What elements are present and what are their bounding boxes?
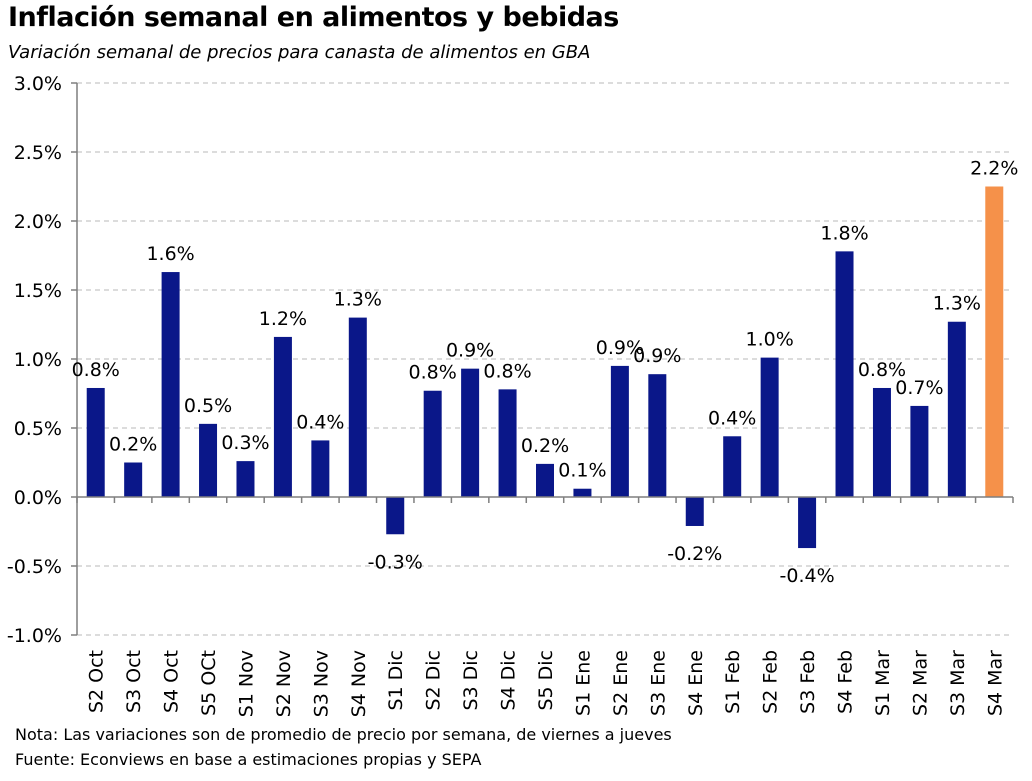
bar: [610, 365, 629, 497]
data-label: -0.3%: [368, 551, 423, 573]
data-label: 1.8%: [820, 222, 868, 244]
x-tick-label: S4 Ene: [685, 650, 707, 716]
x-tick-label: S3 Dic: [460, 650, 482, 711]
bar: [835, 251, 854, 497]
x-tick-label: S4 Oct: [161, 650, 183, 713]
bar: [124, 462, 143, 497]
x-tick-label: S1 Feb: [722, 650, 744, 714]
y-tick-label: 3.0%: [14, 73, 62, 95]
x-tick-label: S5 OCt: [198, 650, 220, 716]
x-tick-labels: S2 Oct S3 Oct S4 Oct S5 OCt S1 Nov S2 Nov S3 N…: [86, 650, 1007, 717]
x-tick-label: S4 Nov: [348, 650, 370, 717]
data-label: 0.8%: [858, 359, 906, 381]
data-label: 0.8%: [72, 359, 120, 381]
bar: [798, 497, 817, 549]
bar: [872, 387, 891, 497]
data-label: 0.2%: [109, 434, 157, 456]
bar: [461, 368, 480, 497]
bar: [685, 497, 704, 526]
x-tick-label: S4 Dic: [498, 650, 520, 711]
y-tick-label: 1.5%: [14, 280, 62, 302]
x-tick-label: S3 Ene: [647, 650, 669, 716]
bar: [161, 272, 180, 497]
y-tick-label: 2.5%: [14, 142, 62, 164]
bar: [199, 423, 218, 497]
footnote: Nota: Las variaciones son de promedio de…: [15, 725, 672, 744]
y-tick-label: -0.5%: [7, 556, 62, 578]
x-tick-label: S2 Mar: [909, 650, 931, 716]
x-tick-label: S3 Feb: [797, 650, 819, 714]
data-label: 0.4%: [296, 411, 344, 433]
bar: [423, 390, 442, 497]
data-labels: 0.8% 0.2% 1.6% 0.5% 0.3% 1.2% 0.4% 1.3% -0.3% 0.8…: [72, 158, 1019, 588]
bar: [648, 374, 667, 497]
bar: [536, 463, 554, 497]
data-label: 0.8%: [483, 360, 531, 382]
x-tick-label: S5 Dic: [535, 650, 557, 711]
x-tick-label: S1 Ene: [572, 650, 594, 716]
source-note: Fuente: Econviews en base a estimaciones…: [15, 750, 482, 769]
data-label: -0.2%: [667, 543, 722, 565]
data-label: 2.2%: [970, 158, 1018, 180]
data-label: 1.3%: [334, 289, 382, 311]
bar: [498, 389, 517, 497]
bar: [910, 405, 929, 497]
bar: [311, 440, 330, 497]
x-tick-label: S2 Oct: [86, 650, 108, 713]
gridlines: [77, 82, 1013, 636]
axes: [71, 82, 1014, 636]
bar: [86, 387, 105, 497]
data-label: 1.0%: [745, 329, 793, 351]
bars: [86, 186, 1004, 549]
x-tick-label: S4 Feb: [835, 650, 857, 714]
y-tick-label: 2.0%: [14, 211, 62, 233]
data-label: 1.2%: [259, 308, 307, 330]
data-label: 1.6%: [146, 243, 194, 265]
data-label: 1.3%: [933, 293, 981, 315]
chart-subtitle: Variación semanal de precios para canast…: [8, 42, 591, 63]
data-label: 0.2%: [521, 435, 569, 457]
bar: [273, 336, 292, 497]
x-tick-label: S2 Ene: [610, 650, 632, 716]
x-tick-label: S3 Mar: [947, 650, 969, 716]
data-label: 0.3%: [221, 432, 269, 454]
bar: [760, 357, 779, 497]
x-tick-label: S2 Nov: [273, 650, 295, 717]
x-tick-label: S4 Mar: [984, 650, 1006, 716]
bar: [985, 186, 1004, 497]
x-tick-label: S3 Oct: [123, 650, 145, 713]
data-label: 0.7%: [895, 377, 943, 399]
y-tick-label: -1.0%: [7, 625, 62, 647]
data-label: 0.5%: [184, 395, 232, 417]
data-label: 0.9%: [633, 345, 681, 367]
y-tick-labels: -1.0% -0.5% 0.0% 0.5% 1.0% 1.5% 2.0% 2.5% 3.0%: [7, 73, 62, 647]
bar: [723, 436, 742, 497]
chart-title: Inflación semanal en alimentos y bebidas: [8, 2, 619, 33]
bar: [947, 321, 966, 497]
x-tick-label: S2 Feb: [760, 650, 782, 714]
data-label: 0.4%: [708, 407, 756, 429]
bar: [386, 497, 405, 535]
data-label: 0.9%: [446, 340, 494, 362]
x-tick-label: S1 Nov: [235, 650, 257, 717]
data-label: 0.9%: [596, 337, 644, 359]
data-label: -0.4%: [780, 565, 835, 587]
x-tick-label: S1 Dic: [385, 650, 407, 711]
bar: [573, 488, 592, 497]
y-tick-label: 1.0%: [14, 349, 62, 371]
bar: [236, 461, 255, 497]
x-tick-label: S2 Dic: [423, 650, 445, 711]
data-label: 0.8%: [409, 362, 457, 384]
bar: [348, 317, 367, 497]
x-tick-label: S3 Nov: [310, 650, 332, 717]
x-tick-label: S1 Mar: [872, 650, 894, 716]
y-tick-label: 0.0%: [14, 487, 62, 509]
y-tick-label: 0.5%: [14, 418, 62, 440]
data-label: 0.1%: [558, 460, 606, 482]
